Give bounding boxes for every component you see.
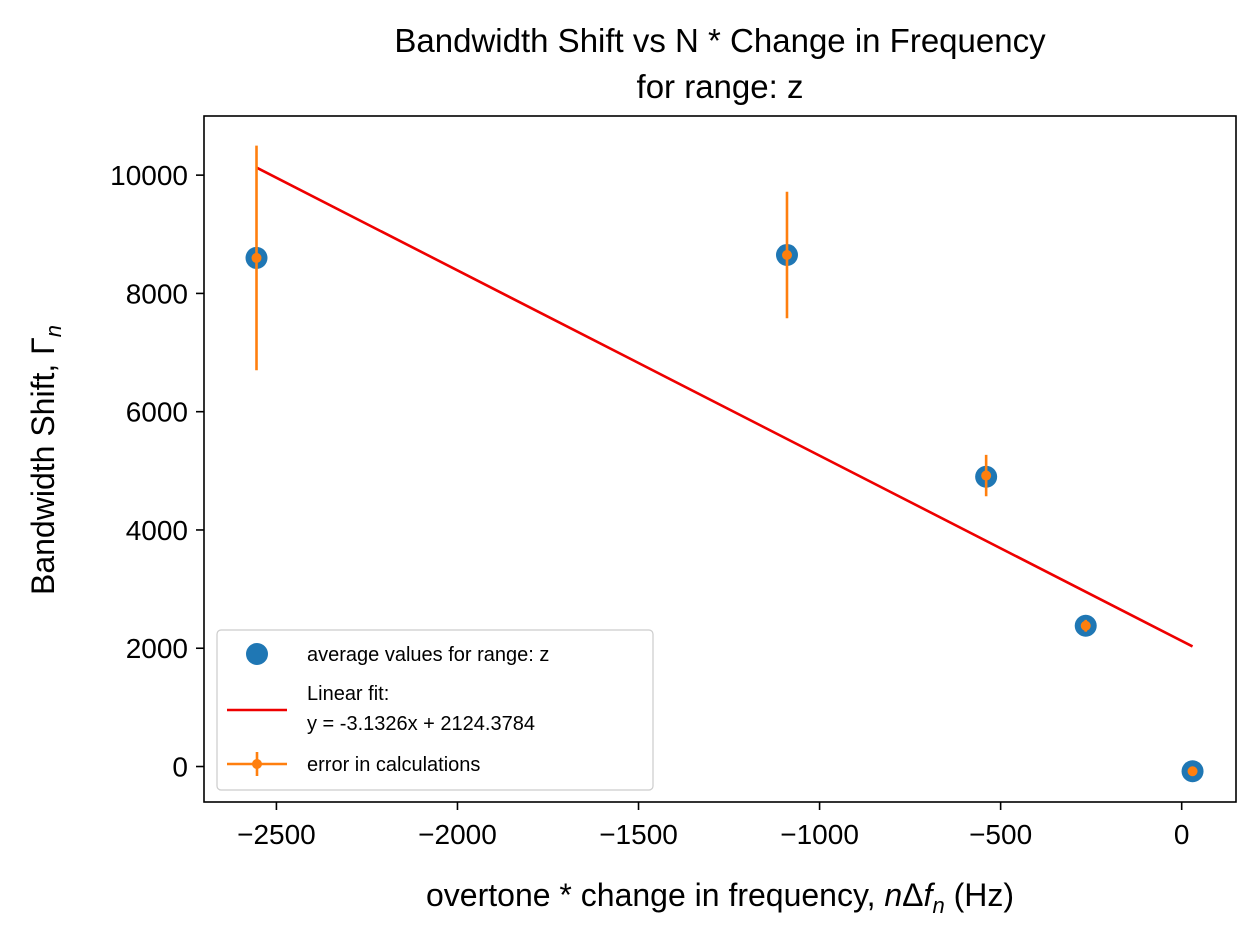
fit-line bbox=[255, 166, 1194, 648]
error-point bbox=[251, 252, 262, 263]
chart-subtitle: for range: z bbox=[637, 68, 804, 105]
x-tick-label: −1000 bbox=[780, 819, 859, 850]
error-point bbox=[781, 249, 792, 260]
x-tick-label: −1500 bbox=[599, 819, 678, 850]
axis-ticks: −2500 −2000 −1500 −1000 −500 0 0 2000 4000 6000 80… bbox=[110, 160, 1189, 850]
y-axis-label-main: Bandwidth Shift, bbox=[25, 355, 61, 595]
y-axis-label: Bandwidth Shift, Γn bbox=[25, 325, 66, 595]
error-point bbox=[1080, 620, 1091, 631]
x-axis-label-main: overtone * change in frequency, bbox=[426, 877, 884, 913]
error-point bbox=[981, 470, 992, 481]
chart-title: Bandwidth Shift vs N * Change in Frequen… bbox=[394, 22, 1046, 59]
y-axis-label-gamma: Γ bbox=[25, 337, 61, 355]
y-tick-label: 8000 bbox=[126, 278, 188, 309]
x-axis-label-delta: Δ bbox=[902, 877, 923, 913]
y-tick-label: 0 bbox=[172, 752, 188, 783]
x-tick-label: −2000 bbox=[418, 819, 497, 850]
legend-label-fit-line1: Linear fit: bbox=[307, 683, 389, 705]
y-tick-label: 10000 bbox=[110, 160, 188, 191]
y-tick-label: 4000 bbox=[126, 515, 188, 546]
legend-marker-error-dot bbox=[252, 759, 262, 769]
x-axis-label-n: n bbox=[884, 877, 902, 913]
x-axis-label-unit: (Hz) bbox=[945, 877, 1014, 913]
legend-box bbox=[216, 629, 654, 791]
plot-area bbox=[203, 115, 1237, 803]
y-axis-label-sub: n bbox=[41, 325, 66, 337]
legend-label-error: error in calculations bbox=[307, 754, 480, 776]
plot-frame bbox=[203, 115, 1237, 803]
x-axis-label: overtone * change in frequency, nΔfn (Hz… bbox=[426, 877, 1014, 918]
x-axis-label-sub: n bbox=[932, 893, 944, 918]
legend-marker-points bbox=[246, 643, 268, 665]
x-tick-label: −2500 bbox=[237, 819, 316, 850]
legend: average values for range: z Linear fit: y … bbox=[216, 629, 654, 791]
legend-label-points: average values for range: z bbox=[307, 644, 549, 666]
x-tick-label: 0 bbox=[1174, 819, 1190, 850]
y-tick-label: 2000 bbox=[126, 633, 188, 664]
legend-label-fit-line2: y = -3.1326x + 2124.3784 bbox=[307, 713, 535, 735]
error-point bbox=[1187, 766, 1198, 777]
x-tick-label: −500 bbox=[969, 819, 1032, 850]
y-tick-label: 6000 bbox=[126, 397, 188, 428]
